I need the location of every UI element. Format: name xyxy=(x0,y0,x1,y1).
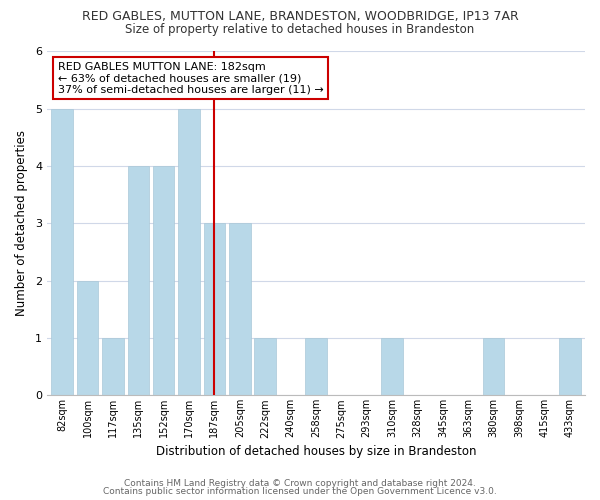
Bar xyxy=(229,224,251,396)
Text: RED GABLES, MUTTON LANE, BRANDESTON, WOODBRIDGE, IP13 7AR: RED GABLES, MUTTON LANE, BRANDESTON, WOO… xyxy=(82,10,518,23)
Y-axis label: Number of detached properties: Number of detached properties xyxy=(15,130,28,316)
Text: RED GABLES MUTTON LANE: 182sqm
← 63% of detached houses are smaller (19)
37% of : RED GABLES MUTTON LANE: 182sqm ← 63% of … xyxy=(58,62,323,95)
Bar xyxy=(52,109,73,396)
Bar xyxy=(128,166,149,396)
Text: Contains HM Land Registry data © Crown copyright and database right 2024.: Contains HM Land Registry data © Crown c… xyxy=(124,478,476,488)
Text: Contains public sector information licensed under the Open Government Licence v3: Contains public sector information licen… xyxy=(103,487,497,496)
Bar xyxy=(305,338,327,396)
Text: Size of property relative to detached houses in Brandeston: Size of property relative to detached ho… xyxy=(125,22,475,36)
Bar xyxy=(153,166,175,396)
Bar xyxy=(559,338,581,396)
Bar xyxy=(254,338,276,396)
Bar xyxy=(203,224,225,396)
X-axis label: Distribution of detached houses by size in Brandeston: Distribution of detached houses by size … xyxy=(156,444,476,458)
Bar xyxy=(77,280,98,396)
Bar xyxy=(178,109,200,396)
Bar xyxy=(483,338,505,396)
Bar xyxy=(102,338,124,396)
Bar xyxy=(382,338,403,396)
